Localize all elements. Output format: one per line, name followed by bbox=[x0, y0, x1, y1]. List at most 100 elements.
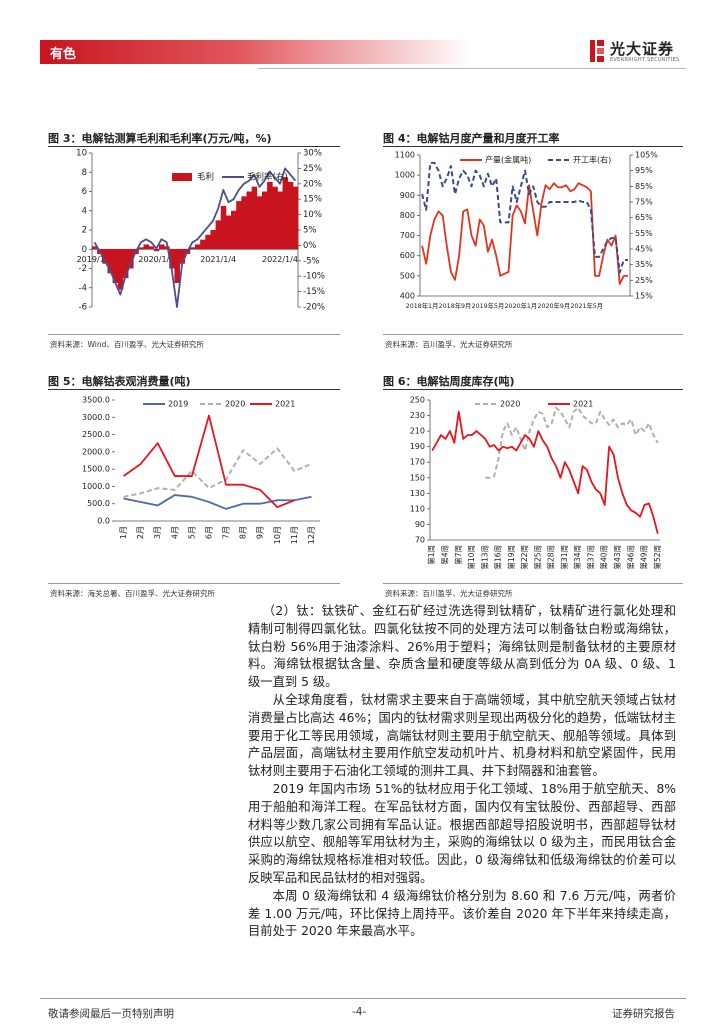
figure-title: 图 3：电解钴测算毛利和毛利率(万元/吨，%) bbox=[48, 132, 272, 145]
x-tick-label: 2019年5月 bbox=[472, 301, 505, 310]
bar bbox=[153, 249, 160, 252]
x-tick-label: 7月 bbox=[222, 526, 231, 539]
figure-rule bbox=[383, 146, 683, 147]
x-tick-label: 第49周 bbox=[639, 545, 649, 570]
y-tick-label: 1000.0 bbox=[82, 482, 110, 491]
y-tick-label: 0 bbox=[82, 245, 87, 255]
series-line bbox=[421, 161, 628, 274]
x-tick-label: 第28周 bbox=[546, 545, 556, 570]
bar bbox=[231, 210, 237, 250]
bar bbox=[261, 191, 268, 250]
y-tick-label: 500 bbox=[400, 271, 415, 280]
bar bbox=[169, 249, 175, 269]
bar bbox=[174, 249, 180, 283]
x-tick-label: 第31周 bbox=[559, 545, 569, 570]
paragraph: 2019 年国内市场 51%的钛材应用于化工领域、18%用于航空航天、8%用于船… bbox=[248, 781, 676, 885]
y-tick-label: 150 bbox=[410, 473, 425, 482]
bar bbox=[200, 239, 206, 250]
bar bbox=[292, 186, 299, 250]
x-tick-label: 第1周 bbox=[426, 545, 436, 565]
y-tick-label: 600 bbox=[400, 251, 415, 260]
x-tick-label: 5月 bbox=[187, 526, 196, 539]
x-tick-label: 2月 bbox=[136, 526, 145, 539]
y2-tick-label: 10% bbox=[303, 210, 322, 220]
y-tick-label: -4 bbox=[79, 283, 87, 293]
y2-tick-label: 35% bbox=[635, 260, 653, 269]
x-tick-label: 2021年5月 bbox=[570, 301, 603, 310]
y-tick-label: 800 bbox=[400, 211, 415, 220]
x-tick-label: 第34周 bbox=[572, 545, 582, 570]
paragraph: 从全球角度看，钛材需求主要来自于高端领域，其中航空航天领域占钛材消费量占比高达 … bbox=[248, 692, 676, 779]
figure-title: 图 5：电解钴表观消费量(吨) bbox=[48, 375, 191, 388]
y2-tick-label: 65% bbox=[635, 213, 653, 222]
x-tick-label: 第43周 bbox=[612, 545, 622, 570]
figure-source: 资料来源：Wind、百川盈孚、光大证券研究所 bbox=[50, 340, 204, 349]
x-tick-label: 2020/1/4 bbox=[138, 255, 174, 264]
legend-label: 2019 bbox=[168, 400, 188, 409]
figure-rule bbox=[48, 389, 340, 390]
y-tick-label: -6 bbox=[79, 303, 87, 313]
charts: -6 -4 -2 0 2 4 6 8 10 -20% -15% -10% -5% 0% 5% 10% 15% 20… bbox=[76, 149, 662, 570]
logo-icon bbox=[590, 40, 604, 62]
figure-title: 图 4：电解钴月度产量和月度开工率 bbox=[383, 132, 560, 145]
legend-label: 2021 bbox=[573, 400, 593, 409]
paragraph: 本周 0 级海绵钛和 4 级海绵钛价格分别为 8.60 和 7.6 万元/吨，两… bbox=[248, 888, 676, 939]
y2-tick-label: -15% bbox=[303, 287, 325, 297]
y2-tick-label: -10% bbox=[303, 272, 325, 282]
y2-tick-label: 20% bbox=[303, 179, 322, 189]
logo-block bbox=[597, 56, 604, 62]
y-tick-label: 210 bbox=[410, 427, 425, 436]
bar bbox=[138, 247, 144, 250]
bar bbox=[122, 249, 129, 279]
bar bbox=[225, 215, 232, 250]
bar bbox=[148, 246, 155, 250]
y-tick-label: 2500.0 bbox=[82, 430, 110, 439]
bar bbox=[220, 205, 227, 250]
y-tick-label: 1000 bbox=[395, 171, 415, 180]
legend-label: 开工率(右) bbox=[573, 155, 611, 165]
y-tick-label: 110 bbox=[410, 504, 425, 513]
bar bbox=[92, 246, 98, 250]
footer-note: 敬请参阅最后一页特别声明 bbox=[48, 1008, 174, 1020]
logo-subtext: EVERBRIGHT SECURITIES bbox=[610, 57, 680, 63]
series-line bbox=[123, 414, 295, 509]
header-bar bbox=[40, 40, 470, 64]
y-tick-label: 130 bbox=[410, 489, 425, 498]
page-number: -4- bbox=[352, 1006, 367, 1018]
x-tick-label: 2018年9月 bbox=[439, 301, 472, 310]
x-tick-label: 第40周 bbox=[599, 545, 609, 570]
paragraph: （2）钛：钛铁矿、金红石矿经过洗选得到钛精矿，钛精矿进行氯化处理和精制可制得四氯… bbox=[248, 604, 676, 690]
y2-tick-label: -20% bbox=[303, 303, 325, 313]
figure-rule bbox=[48, 146, 340, 147]
x-tick-label: 9月 bbox=[256, 526, 265, 539]
y-tick-label: 230 bbox=[410, 411, 425, 420]
bar bbox=[179, 249, 186, 264]
y-tick-label: 190 bbox=[410, 442, 425, 451]
bar bbox=[102, 249, 108, 264]
bar bbox=[267, 181, 273, 250]
body-text: （2）钛：钛铁矿、金红石矿经过洗选得到钛精矿，钛精矿进行氯化处理和精制可制得四氯… bbox=[248, 603, 676, 941]
y2-tick-label: 25% bbox=[303, 164, 322, 174]
series-line bbox=[123, 447, 312, 498]
bar bbox=[112, 249, 119, 283]
x-tick-label: 第37周 bbox=[585, 545, 595, 570]
y2-tick-label: 25% bbox=[635, 276, 653, 285]
footer-rule bbox=[40, 998, 686, 999]
legend-swatch bbox=[172, 173, 192, 181]
x-tick-label: 8月 bbox=[239, 526, 248, 539]
y2-tick-label: 15% bbox=[635, 292, 653, 301]
source-rule bbox=[48, 334, 340, 335]
y-tick-label: 0.0 bbox=[97, 517, 110, 526]
y-tick-label: 1100 bbox=[395, 151, 415, 160]
y-tick-label: 700 bbox=[400, 231, 415, 240]
y-tick-label: 500.0 bbox=[87, 499, 110, 508]
x-tick-label: 12月 bbox=[307, 526, 316, 544]
logo-block bbox=[597, 48, 604, 54]
source-rule bbox=[383, 583, 683, 584]
x-tick-label: 第46周 bbox=[625, 545, 635, 570]
y-tick-label: 3500.0 bbox=[82, 396, 110, 405]
y-tick-label: 90 bbox=[415, 520, 425, 529]
y2-tick-label: 30% bbox=[303, 149, 322, 159]
legend-label: 2020 bbox=[225, 400, 245, 409]
bar bbox=[236, 201, 242, 250]
